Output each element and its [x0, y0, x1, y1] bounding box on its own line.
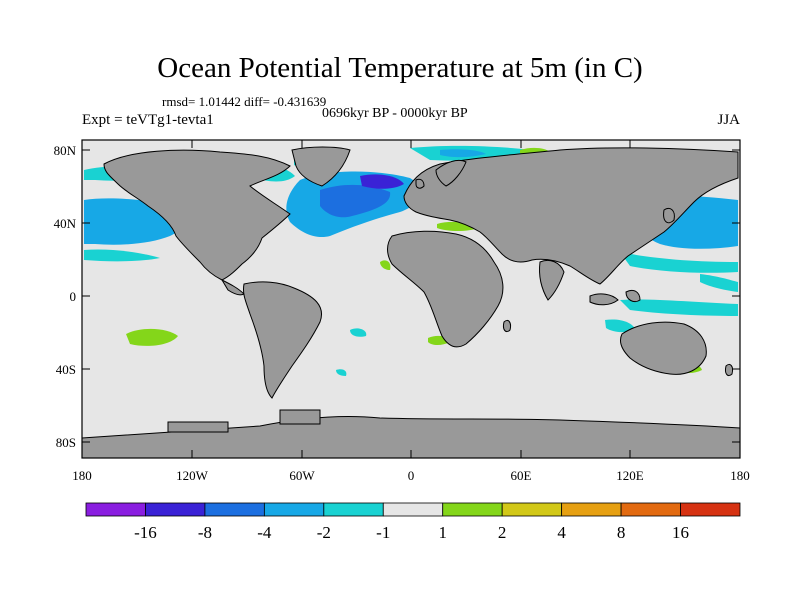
- colorbar-label: 2: [498, 523, 507, 542]
- colorbar-swatch: [85, 502, 146, 517]
- greenland: [291, 146, 351, 187]
- australia: [619, 321, 707, 375]
- colorbar-swatch: [620, 502, 681, 517]
- map-title: Ocean Potential Temperature at 5m (in C): [157, 52, 643, 84]
- colorbar-swatch: [501, 502, 563, 517]
- south-america: [243, 281, 322, 399]
- colorbar-label: -8: [198, 523, 212, 542]
- land-masses: [81, 146, 741, 459]
- colorbar-label: -1: [376, 523, 390, 542]
- lon-label-180-left: 180: [72, 468, 92, 483]
- season-label: JJA: [717, 112, 740, 128]
- colorbar-swatch: [561, 502, 622, 517]
- colorbar-swatch: [145, 502, 206, 517]
- colorbar-label: -16: [134, 523, 157, 542]
- lon-label-180-right: 180: [730, 468, 750, 483]
- colorbar-swatch: [680, 502, 741, 517]
- colorbar-swatch: [204, 502, 265, 517]
- lon-label-60w: 60W: [289, 468, 315, 483]
- lat-label-80n: 80N: [54, 143, 77, 158]
- eurasia: [403, 147, 739, 285]
- lon-label-120e: 120E: [616, 468, 644, 483]
- lat-ticks: [82, 149, 740, 443]
- colorbar-label: -2: [317, 523, 331, 542]
- lat-label-40n: 40N: [54, 216, 77, 231]
- lon-label-120w: 120W: [176, 468, 209, 483]
- colorbar-swatch: [323, 502, 384, 517]
- colorbar: -16 -8 -4 -2 -1 1 2 4 8 16: [85, 502, 741, 542]
- lat-label-40s: 40S: [56, 362, 76, 377]
- colorbar-label: 8: [617, 523, 626, 542]
- lon-label-0: 0: [408, 468, 415, 483]
- colorbar-label: -4: [257, 523, 272, 542]
- time-period-label: 0696kyr BP - 0000kyr BP: [322, 106, 468, 121]
- colorbar-label: 4: [557, 523, 566, 542]
- lat-label-80s: 80S: [56, 435, 76, 450]
- lon-ticks: [191, 140, 631, 458]
- lat-label-0: 0: [70, 289, 77, 304]
- experiment-label: Expt = teVTg1-tevta1: [82, 112, 214, 128]
- colorbar-swatch: [442, 502, 503, 517]
- colorbar-swatch: [382, 502, 444, 517]
- lon-label-60e: 60E: [511, 468, 532, 483]
- colorbar-swatch: [263, 502, 325, 517]
- africa: [387, 230, 504, 348]
- colorbar-label: 16: [672, 523, 689, 542]
- colorbar-label: 1: [438, 523, 447, 542]
- north-america: [103, 149, 291, 281]
- rmsd-diff-stats: rmsd= 1.01442 diff= -0.431639: [162, 94, 327, 109]
